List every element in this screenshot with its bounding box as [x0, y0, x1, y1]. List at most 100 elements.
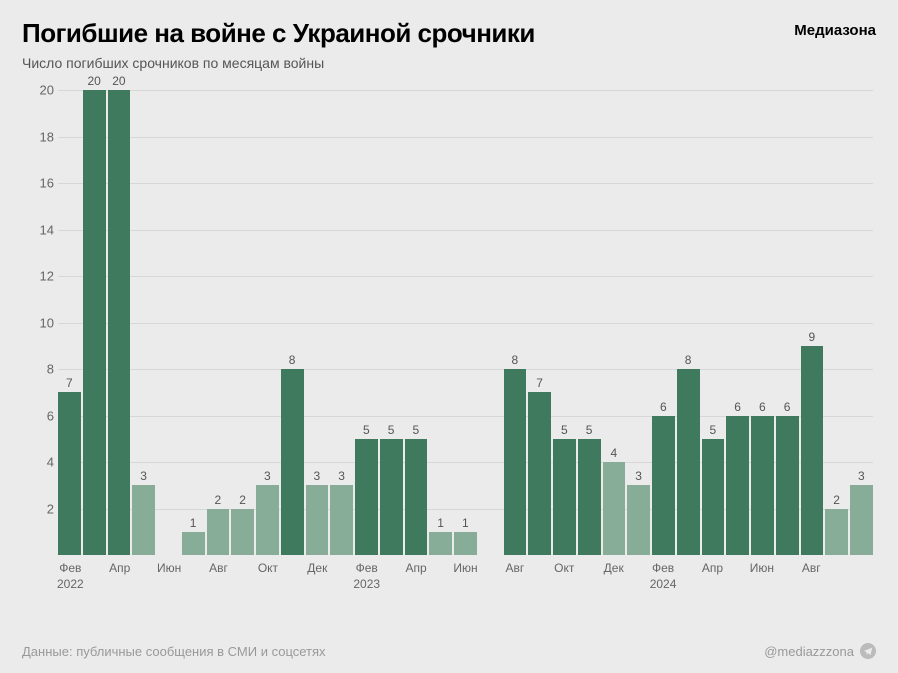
y-tick-label: 20	[30, 83, 54, 98]
bar: 3	[850, 485, 873, 555]
bar: 8	[504, 369, 527, 555]
bar: 9	[801, 346, 824, 555]
bar-value-label: 8	[685, 353, 692, 369]
bar-value-label: 7	[66, 376, 73, 392]
bar: 2	[207, 509, 230, 556]
bar: 2	[825, 509, 848, 556]
x-tick-label: Апр	[702, 561, 723, 577]
y-tick-label: 10	[30, 315, 54, 330]
bar-value-label: 3	[314, 469, 321, 485]
y-tick-label: 18	[30, 129, 54, 144]
bar-value-label: 3	[858, 469, 865, 485]
y-tick-label: 8	[30, 362, 54, 377]
bar-value-label: 4	[611, 446, 618, 462]
bar-fill: 5	[405, 439, 428, 555]
bar: 1	[429, 532, 452, 555]
x-tick-label: Апр	[406, 561, 427, 577]
handle-text: @mediazzzona	[764, 644, 854, 659]
bar-fill: 3	[330, 485, 353, 555]
bar-fill: 6	[751, 416, 774, 556]
bar-fill: 3	[256, 485, 279, 555]
bar-value-label: 5	[561, 423, 568, 439]
bar: 20	[108, 90, 131, 555]
bar: 6	[726, 416, 749, 556]
bar-fill: 2	[207, 509, 230, 556]
header: Погибшие на войне с Украиной срочники Ме…	[0, 0, 898, 49]
bar: 7	[528, 392, 551, 555]
bar-fill: 20	[83, 90, 106, 555]
plot-area: 2468101214161820 72020312238335551187554…	[58, 90, 873, 555]
bar-fill: 3	[306, 485, 329, 555]
bar: 5	[405, 439, 428, 555]
social-handle: @mediazzzona	[764, 643, 876, 659]
bar-fill: 5	[355, 439, 378, 555]
bar-fill: 3	[850, 485, 873, 555]
bar-value-label: 6	[759, 400, 766, 416]
x-tick-label: Авг	[209, 561, 228, 577]
bar-fill: 3	[132, 485, 155, 555]
chart: 2468101214161820 72020312238335551187554…	[28, 90, 878, 610]
bar-fill: 5	[553, 439, 576, 555]
bar-value-label: 3	[338, 469, 345, 485]
bar-value-label: 2	[215, 493, 222, 509]
bar-value-label: 3	[140, 469, 147, 485]
bar-fill: 8	[281, 369, 304, 555]
bar: 1	[182, 532, 205, 555]
bar: 5	[553, 439, 576, 555]
bar-fill: 7	[528, 392, 551, 555]
chart-title: Погибшие на войне с Украиной срочники	[22, 18, 535, 49]
bar-value-label: 6	[734, 400, 741, 416]
bar-value-label: 5	[586, 423, 593, 439]
bar: 1	[454, 532, 477, 555]
x-tick-label: Фев 2022	[57, 561, 84, 592]
bar-value-label: 9	[809, 330, 816, 346]
telegram-icon	[860, 643, 876, 659]
bar-value-label: 8	[512, 353, 519, 369]
bar-fill: 5	[702, 439, 725, 555]
bar-fill: 5	[578, 439, 601, 555]
bar-value-label: 3	[264, 469, 271, 485]
bar-value-label: 5	[363, 423, 370, 439]
bar-fill: 4	[603, 462, 626, 555]
bar-fill: 8	[504, 369, 527, 555]
bar-fill: 2	[825, 509, 848, 556]
bar-fill: 20	[108, 90, 131, 555]
bar-fill: 1	[429, 532, 452, 555]
y-tick-label: 12	[30, 269, 54, 284]
x-tick-label: Июн	[157, 561, 181, 577]
x-tick-label: Окт	[258, 561, 278, 577]
bar-value-label: 6	[784, 400, 791, 416]
bar-value-label: 7	[536, 376, 543, 392]
bar-value-label: 5	[413, 423, 420, 439]
bar-value-label: 20	[112, 74, 125, 90]
x-tick-label: Июн	[453, 561, 477, 577]
bar: 3	[256, 485, 279, 555]
bar: 5	[380, 439, 403, 555]
x-axis: Фев 2022АпрИюнАвгОктДекФев 2023АпрИюнАвг…	[58, 555, 873, 610]
bar-fill: 6	[726, 416, 749, 556]
bar: 8	[677, 369, 700, 555]
x-tick-label: Апр	[109, 561, 130, 577]
bar-fill: 3	[627, 485, 650, 555]
bars-container: 720203122383355511875543685666923	[58, 90, 873, 555]
bar-value-label: 8	[289, 353, 296, 369]
bar-fill: 9	[801, 346, 824, 555]
x-tick-label: Дек	[307, 561, 327, 577]
bar-value-label: 3	[635, 469, 642, 485]
bar-value-label: 6	[660, 400, 667, 416]
bar-value-label: 2	[833, 493, 840, 509]
bar-value-label: 1	[190, 516, 197, 532]
bar-fill: 2	[231, 509, 254, 556]
bar: 5	[355, 439, 378, 555]
bar: 6	[776, 416, 799, 556]
x-tick-label: Авг	[506, 561, 525, 577]
bar-fill: 8	[677, 369, 700, 555]
bar: 5	[578, 439, 601, 555]
bar: 7	[58, 392, 81, 555]
bar-fill: 6	[652, 416, 675, 556]
chart-subtitle: Число погибших срочников по месяцам войн…	[0, 49, 898, 71]
y-tick-label: 2	[30, 501, 54, 516]
x-tick-label: Фев 2024	[650, 561, 677, 592]
x-tick-label: Дек	[604, 561, 624, 577]
bar-fill: 5	[380, 439, 403, 555]
